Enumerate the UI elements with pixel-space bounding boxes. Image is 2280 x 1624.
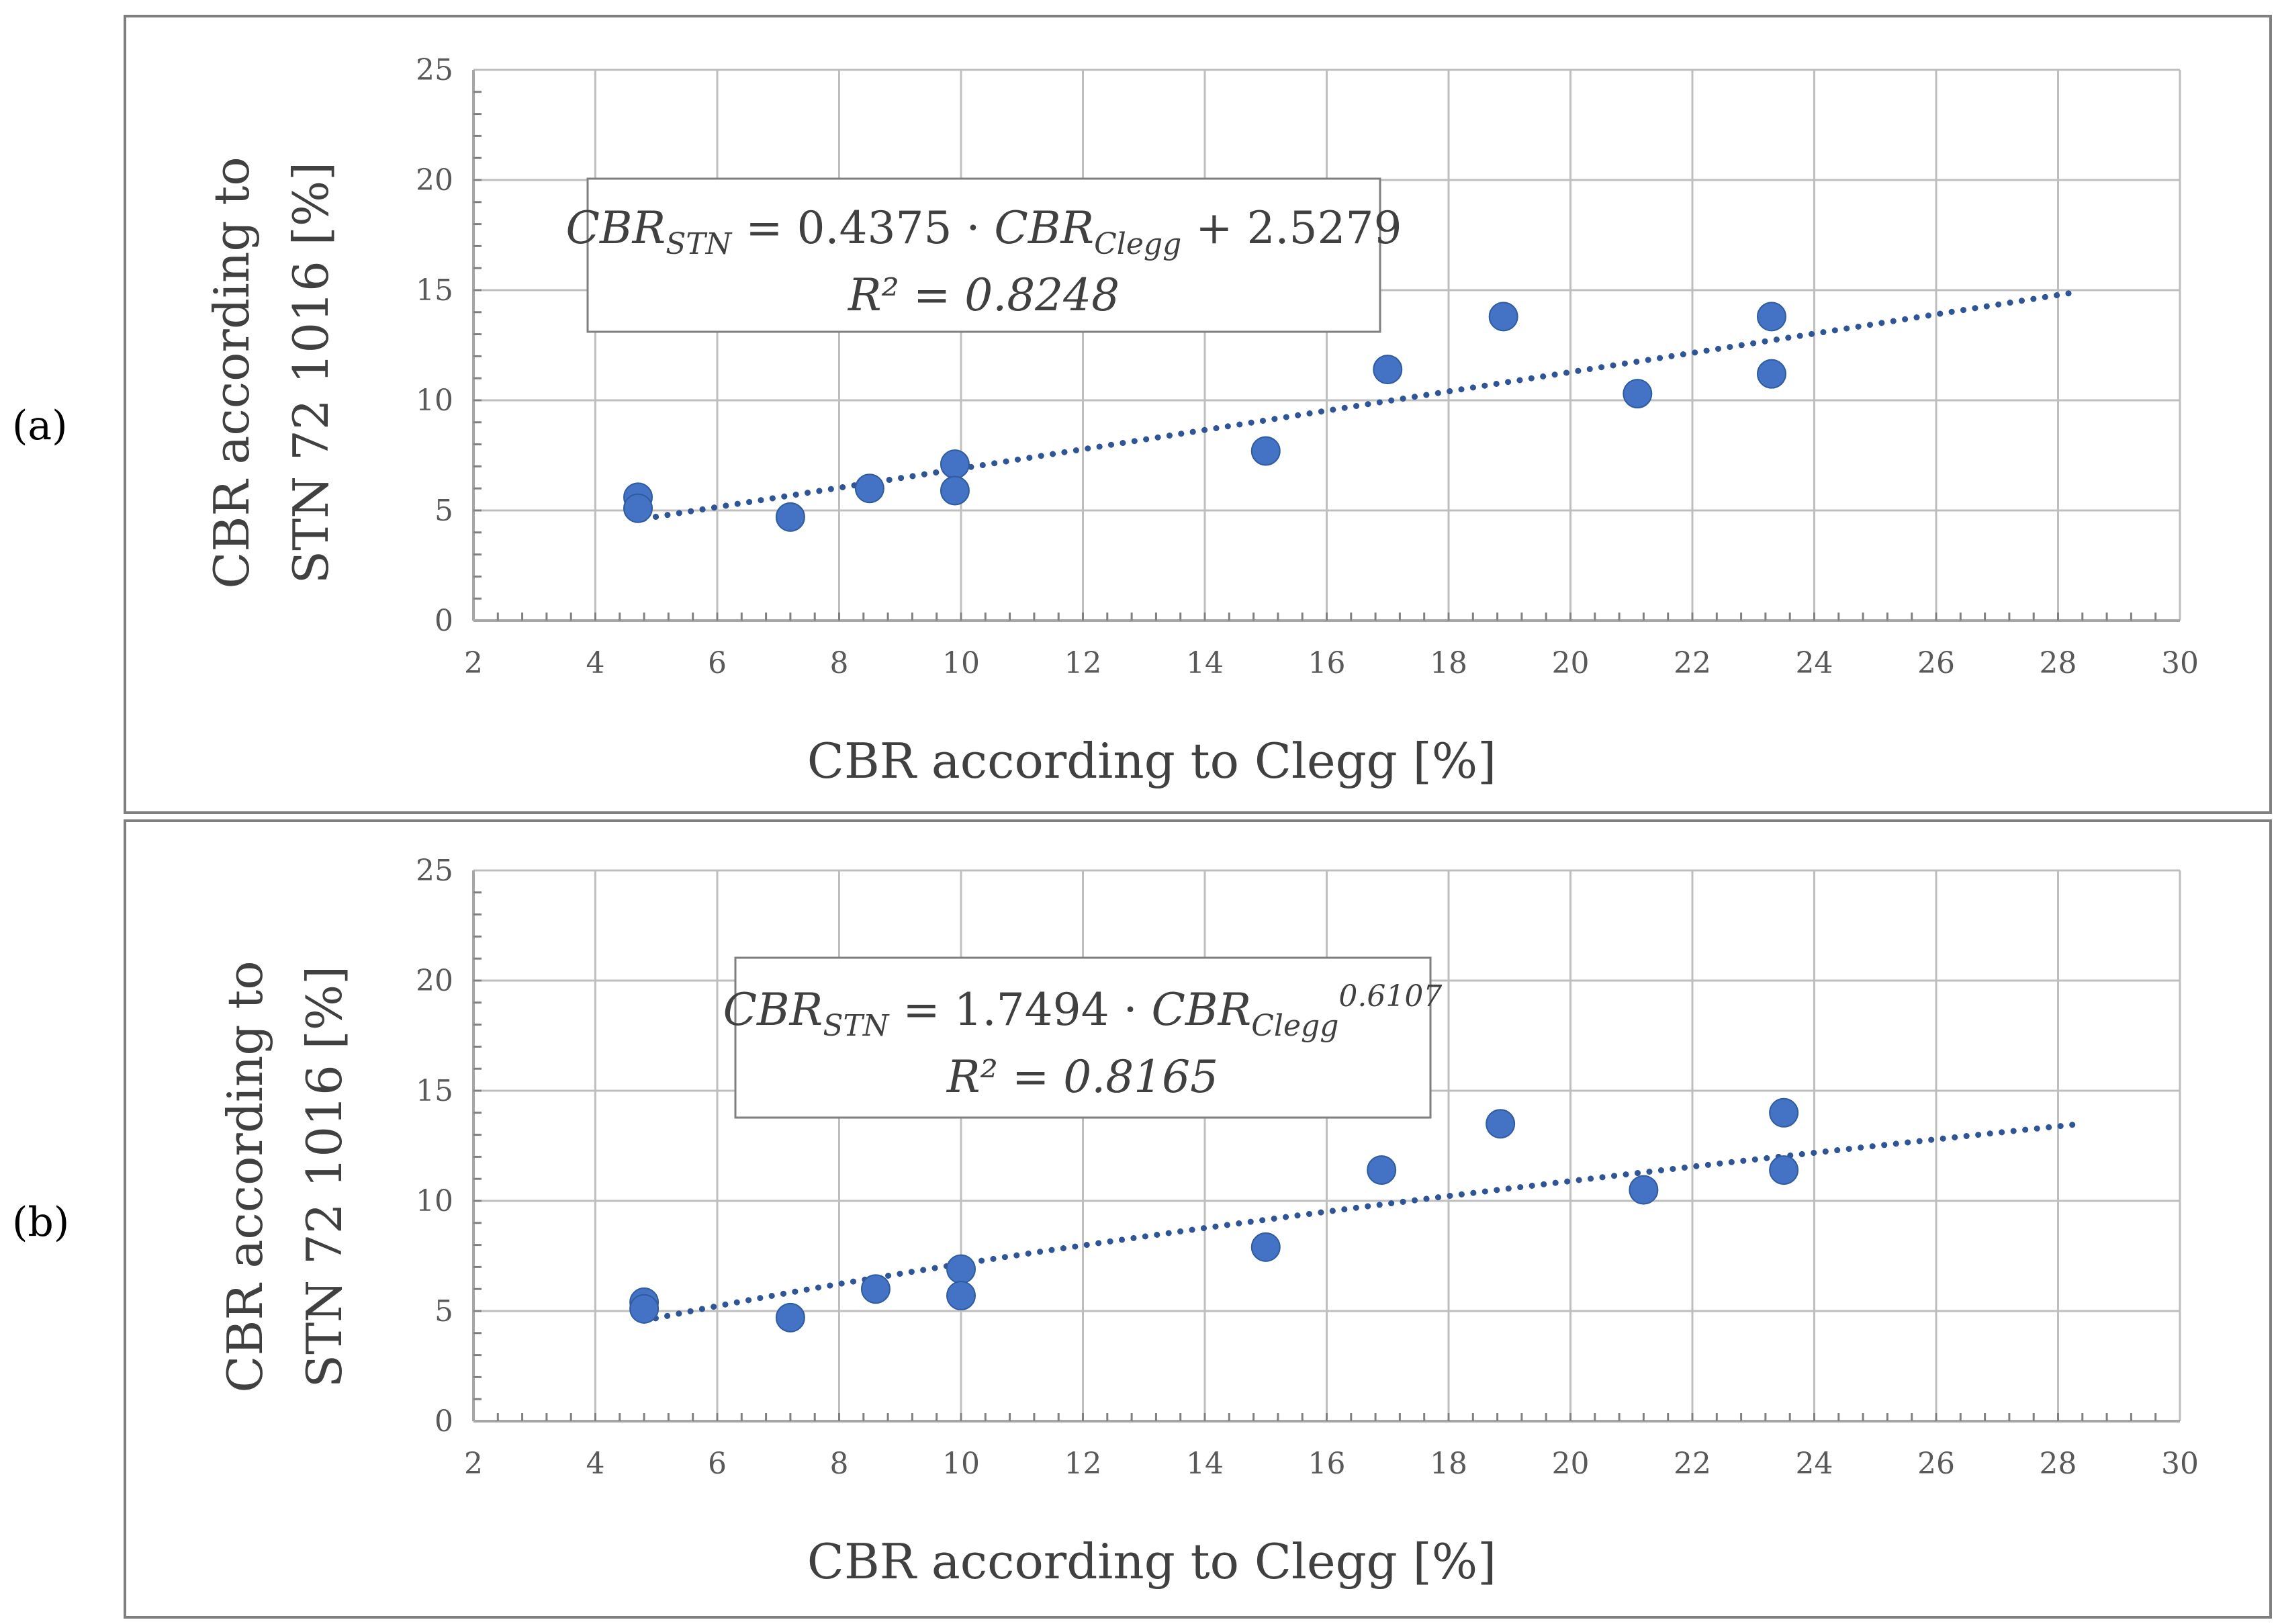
panel-b-gridlines	[473, 869, 2181, 1421]
panel-a-x-axis-title: CBR according to Clegg [%]	[807, 733, 1496, 789]
y-tick-label: 15	[416, 1074, 453, 1108]
data-point	[1488, 302, 1518, 332]
data-point	[775, 502, 805, 532]
data-point	[1756, 359, 1786, 389]
data-point	[1250, 436, 1281, 466]
y-tick-label: 10	[416, 1184, 453, 1218]
y-tick-label: 0	[435, 604, 453, 638]
x-tick-label: 20	[1552, 646, 1590, 680]
x-tick-label: 28	[2040, 646, 2077, 680]
panel-a-y-ticks: 0 5 10 15 20 25	[416, 53, 453, 638]
data-point	[1629, 1175, 1659, 1205]
x-tick-label: 6	[708, 1447, 727, 1481]
data-point	[1769, 1155, 1799, 1185]
x-tick-label: 18	[1430, 1447, 1467, 1481]
y-tick-label: 25	[416, 53, 453, 87]
panel-b-r-squared: R² = 0.8165	[946, 1051, 1218, 1103]
x-tick-label: 4	[586, 1447, 605, 1481]
x-tick-label: 28	[2040, 1447, 2077, 1481]
x-tick-label: 24	[1796, 646, 1833, 680]
y-tick-label: 20	[416, 964, 453, 998]
y-tick-label: 0	[435, 1404, 453, 1439]
panel-b-trendline	[641, 1121, 2080, 1324]
x-tick-label: 16	[1308, 646, 1346, 680]
x-tick-label: 2	[464, 646, 483, 680]
panel-a-equation: CBRSTN = 0.4375 · CBRClegg + 2.5279	[566, 202, 1402, 261]
panel-b-y-axis-title-line2: STN 72 1016 [%]	[296, 966, 353, 1388]
x-tick-label: 16	[1308, 1447, 1346, 1481]
panel-a-x-ticks: 2 4 6 8 10 12 14 16 18 20 22 24 26 28 30	[464, 646, 2199, 680]
panel-a-y-axis-title-line2: STN 72 1016 [%]	[283, 162, 339, 584]
data-point	[1769, 1097, 1799, 1128]
panel-b-x-axis-title: CBR according to Clegg [%]	[807, 1533, 1496, 1590]
data-point	[1486, 1109, 1516, 1139]
data-point	[946, 1254, 976, 1284]
y-tick-label: 15	[416, 273, 453, 308]
panel-a-minor-ticks	[473, 91, 2157, 621]
data-point	[854, 473, 884, 504]
data-point	[1367, 1155, 1397, 1185]
x-tick-label: 10	[942, 646, 980, 680]
data-point	[1756, 302, 1786, 332]
panel-b-equation-box: CBRSTN = 1.7494 · CBRClegg0.6107 R² = 0.…	[723, 956, 1443, 1119]
data-point	[1373, 355, 1403, 385]
panel-a-trendline	[641, 289, 2074, 522]
x-tick-label: 8	[830, 646, 849, 680]
panel-a-frame	[124, 15, 2272, 814]
panel-a-r-squared: R² = 0.8248	[848, 269, 1120, 321]
y-tick-label: 5	[435, 1294, 453, 1328]
panel-a-y-axis-title-line1: CBR according to	[203, 156, 260, 588]
data-point	[1623, 379, 1653, 409]
data-point	[940, 449, 970, 480]
data-point	[946, 1281, 976, 1311]
panel-b-y-axis-title-line1: CBR according to	[217, 960, 273, 1392]
x-tick-label: 8	[830, 1447, 849, 1481]
x-tick-label: 20	[1552, 1447, 1590, 1481]
panel-a-points	[623, 302, 1786, 532]
panel-a-gridlines	[473, 69, 2181, 621]
data-point	[940, 476, 970, 506]
panel-b-minor-ticks	[473, 891, 2157, 1421]
x-tick-label: 30	[2161, 646, 2199, 680]
x-tick-label: 26	[1917, 646, 1955, 680]
data-point	[860, 1274, 891, 1304]
y-tick-label: 5	[435, 494, 453, 528]
x-tick-label: 10	[942, 1447, 980, 1481]
panel-b-x-ticks: 2 4 6 8 10 12 14 16 18 20 22 24 26 28 30	[464, 1447, 2199, 1481]
data-point	[775, 1302, 805, 1333]
x-tick-label: 14	[1186, 646, 1224, 680]
x-tick-label: 22	[1674, 646, 1711, 680]
panel-b-label: (b)	[12, 1199, 69, 1246]
y-tick-label: 10	[416, 384, 453, 418]
y-tick-label: 20	[416, 163, 453, 197]
x-tick-label: 18	[1430, 646, 1467, 680]
data-point	[623, 493, 653, 523]
panel-b-y-ticks: 0 5 10 15 20 25	[416, 854, 453, 1439]
x-tick-label: 12	[1064, 1447, 1102, 1481]
x-tick-label: 6	[708, 646, 727, 680]
panel-a-equation-box: CBRSTN = 0.4375 · CBRClegg + 2.5279 R² =…	[566, 177, 1402, 333]
data-point	[1250, 1232, 1281, 1262]
panel-b-points	[629, 1097, 1799, 1333]
x-tick-label: 12	[1064, 646, 1102, 680]
x-tick-label: 24	[1796, 1447, 1833, 1481]
panel-a-label: (a)	[12, 402, 68, 449]
x-tick-label: 14	[1186, 1447, 1224, 1481]
x-tick-label: 2	[464, 1447, 483, 1481]
x-tick-label: 4	[586, 646, 605, 680]
x-tick-label: 30	[2161, 1447, 2199, 1481]
y-tick-label: 25	[416, 854, 453, 888]
x-tick-label: 22	[1674, 1447, 1711, 1481]
panel-b-frame	[124, 819, 2272, 1619]
panel-b-equation: CBRSTN = 1.7494 · CBRClegg0.6107	[723, 979, 1443, 1043]
data-point	[629, 1294, 659, 1324]
x-tick-label: 26	[1917, 1447, 1955, 1481]
